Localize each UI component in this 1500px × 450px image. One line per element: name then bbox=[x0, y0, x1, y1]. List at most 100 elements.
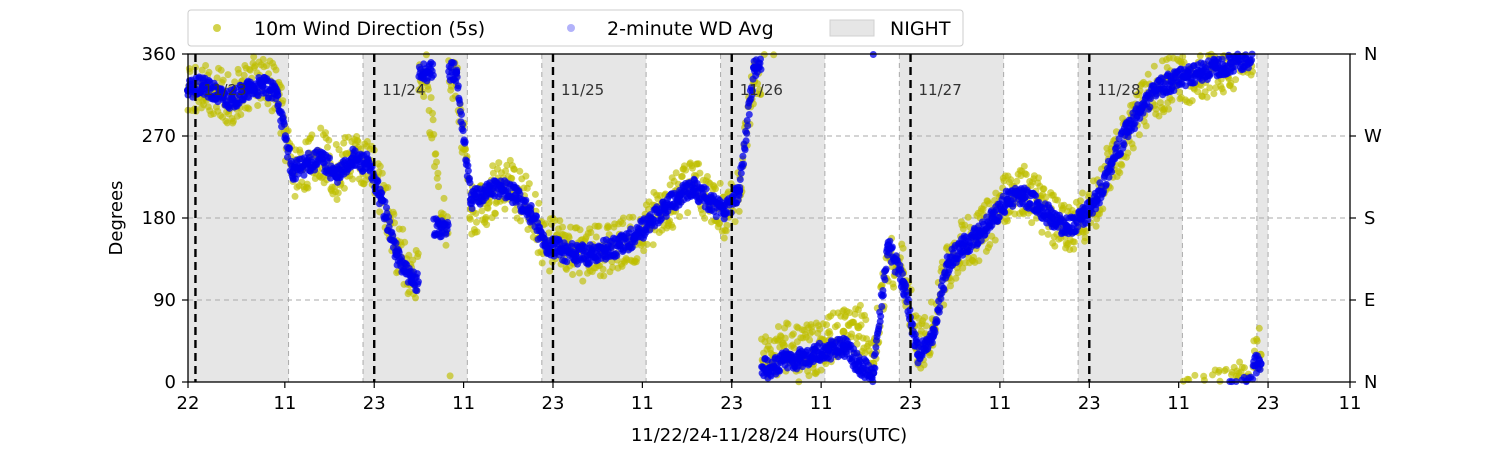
data-point bbox=[952, 274, 960, 282]
data-point bbox=[1210, 90, 1218, 98]
data-point bbox=[839, 341, 848, 350]
data-point bbox=[909, 320, 917, 328]
data-point bbox=[920, 361, 928, 369]
data-point bbox=[1142, 122, 1150, 130]
data-point bbox=[430, 131, 438, 138]
data-point bbox=[740, 160, 747, 168]
data-point bbox=[1168, 96, 1176, 104]
x-tick-label: 23 bbox=[363, 393, 386, 414]
data-point bbox=[420, 93, 428, 100]
data-point bbox=[678, 172, 686, 180]
data-point bbox=[1079, 189, 1086, 197]
data-point bbox=[675, 191, 684, 200]
data-point bbox=[629, 213, 637, 221]
data-point bbox=[333, 173, 341, 181]
data-point bbox=[954, 269, 962, 277]
data-point bbox=[322, 129, 329, 137]
data-point bbox=[527, 202, 535, 209]
data-point bbox=[906, 306, 914, 314]
data-point bbox=[690, 184, 699, 193]
data-point bbox=[669, 223, 677, 231]
data-point bbox=[392, 239, 400, 247]
data-point bbox=[1131, 125, 1138, 133]
data-point bbox=[1032, 192, 1040, 200]
data-point bbox=[742, 137, 750, 145]
data-point bbox=[516, 167, 524, 175]
data-point bbox=[385, 223, 393, 231]
data-point bbox=[1222, 365, 1230, 373]
data-point bbox=[723, 221, 731, 229]
data-point bbox=[1179, 53, 1187, 61]
data-point bbox=[1013, 177, 1021, 185]
data-point bbox=[452, 68, 461, 77]
data-point bbox=[1051, 242, 1059, 250]
data-point bbox=[429, 71, 437, 79]
legend-2-minute-avg-label: 2-minute WD Avg bbox=[607, 18, 774, 40]
data-point bbox=[724, 188, 732, 196]
data-point bbox=[1200, 376, 1208, 384]
data-point bbox=[628, 243, 636, 251]
x-tick-label: 23 bbox=[1257, 393, 1280, 414]
x-tick-label: 23 bbox=[542, 393, 565, 414]
y2-tick-label: N bbox=[1364, 44, 1377, 65]
data-point bbox=[409, 256, 417, 264]
data-point bbox=[401, 238, 409, 246]
data-point bbox=[1218, 55, 1226, 63]
x-tick-label: 23 bbox=[899, 393, 922, 414]
data-point bbox=[882, 265, 890, 273]
data-point bbox=[288, 168, 297, 177]
data-point bbox=[1044, 230, 1052, 238]
data-point bbox=[701, 214, 709, 222]
data-point bbox=[481, 186, 490, 195]
data-point bbox=[743, 129, 751, 137]
data-point bbox=[1236, 358, 1244, 366]
data-point bbox=[559, 223, 566, 231]
data-point bbox=[716, 219, 724, 227]
data-point bbox=[702, 185, 710, 193]
data-point bbox=[1070, 245, 1078, 253]
data-point bbox=[450, 59, 458, 67]
data-point bbox=[1118, 161, 1126, 169]
data-point bbox=[609, 263, 617, 271]
data-point bbox=[1165, 105, 1172, 113]
data-point bbox=[386, 218, 394, 225]
data-point bbox=[378, 189, 386, 197]
data-point bbox=[823, 321, 831, 329]
data-point bbox=[720, 209, 729, 218]
data-point bbox=[525, 180, 533, 188]
data-point bbox=[467, 195, 476, 204]
data-point bbox=[1144, 70, 1152, 78]
y2-tick-label: W bbox=[1364, 126, 1382, 147]
data-point bbox=[349, 175, 356, 183]
data-point bbox=[340, 139, 348, 147]
data-point bbox=[308, 131, 316, 139]
data-point bbox=[376, 162, 384, 170]
y-axis-ticks: 0 90 180 270 360 bbox=[142, 44, 188, 393]
data-point bbox=[745, 111, 753, 118]
data-point bbox=[442, 241, 450, 249]
data-point bbox=[749, 87, 756, 95]
data-point bbox=[399, 225, 407, 233]
data-point bbox=[1081, 234, 1089, 242]
data-point bbox=[872, 343, 880, 351]
data-point bbox=[827, 355, 835, 363]
data-point bbox=[613, 252, 621, 260]
data-point bbox=[973, 232, 982, 241]
data-point bbox=[1180, 58, 1188, 66]
data-point bbox=[459, 120, 466, 128]
data-point bbox=[703, 173, 711, 180]
data-point bbox=[304, 184, 312, 192]
data-point bbox=[676, 213, 684, 221]
data-point bbox=[454, 82, 462, 90]
data-point bbox=[541, 241, 550, 250]
x-tick-label: 23 bbox=[720, 393, 743, 414]
x-tick-label: 11 bbox=[810, 393, 833, 414]
data-point bbox=[899, 277, 908, 286]
data-point bbox=[1102, 180, 1110, 188]
data-point bbox=[1077, 197, 1084, 205]
data-point bbox=[854, 359, 863, 368]
day-marker-lines: 11/23 11/24 11/25 11/26 11/27 11/28 bbox=[194, 54, 1141, 382]
data-point bbox=[1170, 87, 1178, 94]
data-point bbox=[737, 169, 745, 177]
data-point bbox=[517, 217, 524, 225]
